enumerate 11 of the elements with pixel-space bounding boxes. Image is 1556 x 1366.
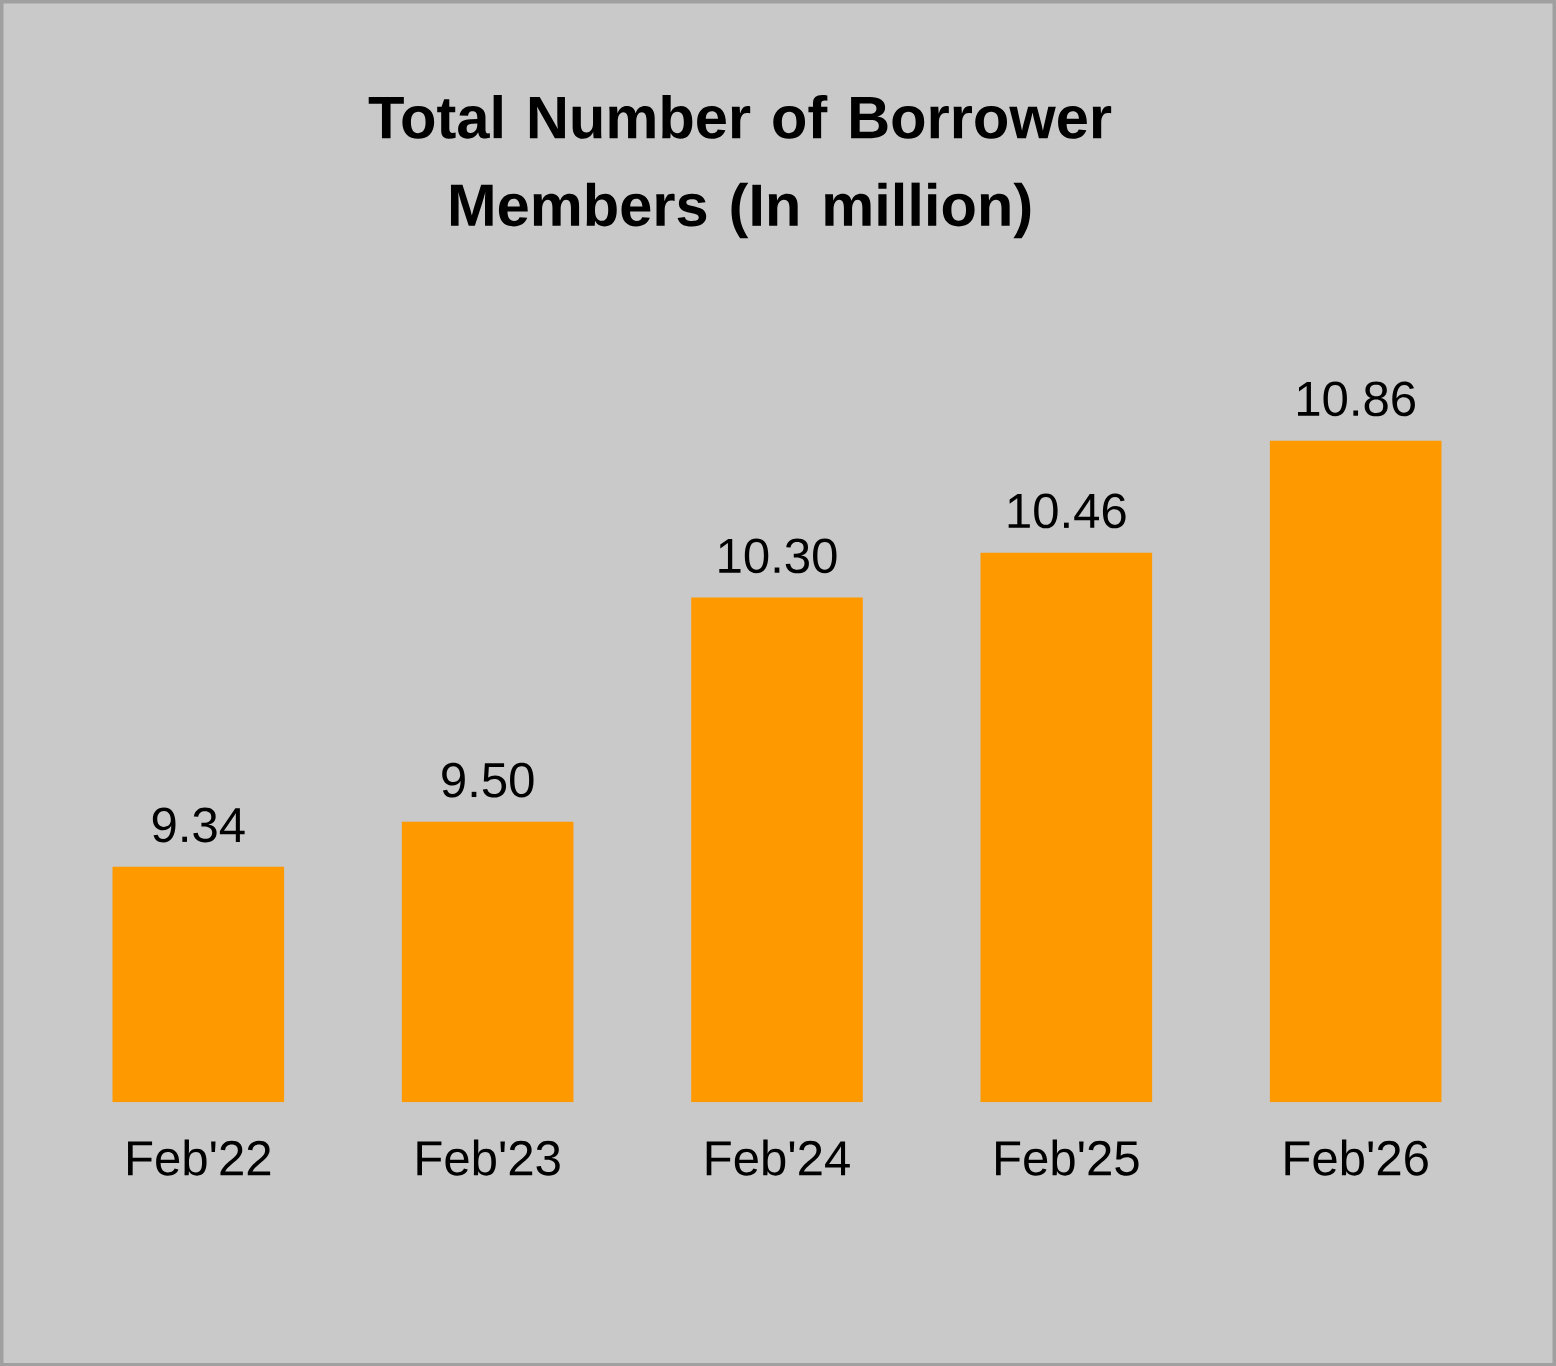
x-tick-label: Feb'23: [417, 1139, 560, 1176]
data-label: 10.30: [719, 538, 837, 574]
x-tick-label: Feb'22: [128, 1139, 271, 1176]
chart-title: Total Number of Borrower Members (In million): [368, 94, 1112, 238]
x-tick-label: Feb'26: [1285, 1139, 1428, 1176]
data-label: 9.34: [152, 807, 245, 843]
x-tick-label: Feb'25: [996, 1139, 1139, 1176]
data-label: 9.50: [442, 762, 534, 798]
data-label: 10.86: [1298, 381, 1415, 417]
data-label: 10.46: [1008, 493, 1126, 529]
x-tick-label: Feb'24: [706, 1139, 850, 1176]
